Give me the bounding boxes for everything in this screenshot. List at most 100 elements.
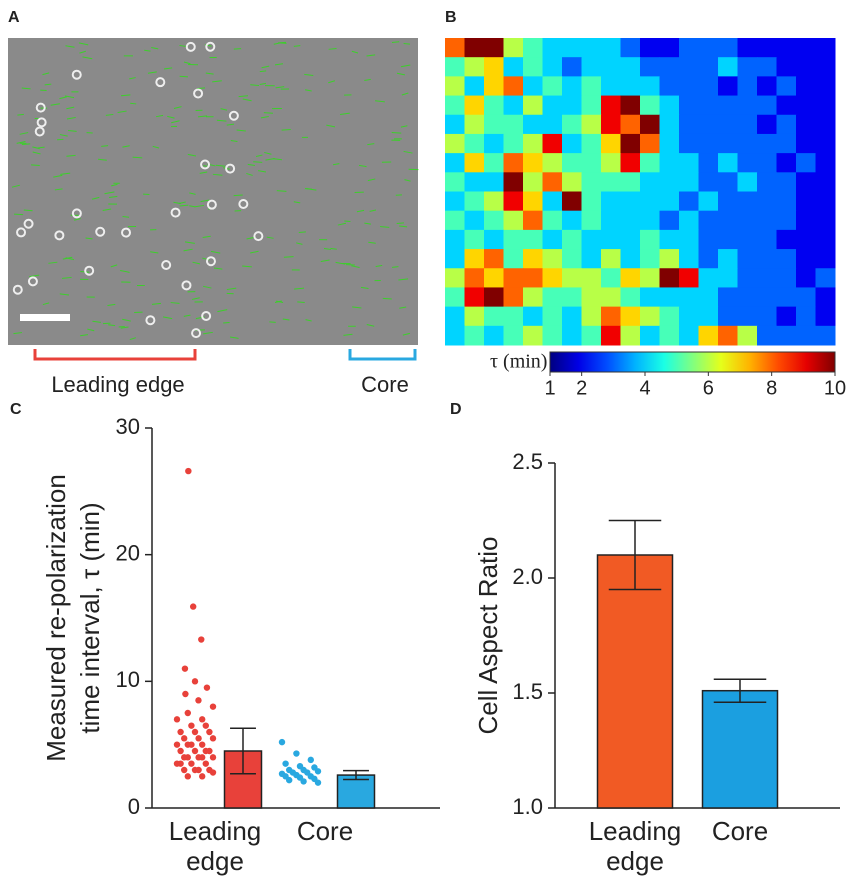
y-axis-label: Measured re-polarization — [41, 474, 71, 762]
flow-arrow — [242, 98, 252, 102]
data-point — [209, 769, 217, 776]
heat-cell — [815, 210, 836, 231]
heat-cell — [464, 95, 485, 116]
flow-arrow — [229, 336, 239, 339]
heat-cell — [698, 325, 719, 346]
x-tick-label: Core — [296, 816, 354, 846]
heat-cell — [640, 306, 660, 327]
heat-cell — [484, 306, 504, 327]
flow-arrow — [16, 140, 26, 144]
flow-arrow — [230, 139, 238, 143]
heat-cell — [581, 38, 602, 58]
flow-arrow — [226, 287, 237, 291]
flow-arrow — [85, 237, 93, 240]
flow-arrow — [109, 195, 118, 199]
heat-cell — [464, 210, 485, 231]
heat-cell — [620, 76, 641, 97]
flow-arrow — [399, 306, 407, 309]
flow-arrow — [108, 324, 116, 327]
data-point — [199, 741, 206, 748]
heat-cell — [718, 325, 738, 346]
colorbar-tick-label: 10 — [824, 377, 846, 399]
flow-arrow — [184, 241, 195, 244]
flow-arrow — [14, 213, 24, 216]
heat-cell — [679, 133, 699, 154]
heat-cell — [776, 325, 797, 346]
heat-cell — [659, 268, 680, 288]
heat-cell — [679, 76, 699, 97]
heat-cell — [581, 306, 602, 327]
heat-cell — [659, 57, 680, 77]
heat-cell — [776, 38, 797, 58]
cell — [200, 159, 211, 170]
flow-arrow — [183, 248, 193, 252]
heat-cell — [484, 325, 504, 346]
data-point — [202, 722, 209, 729]
heat-cell — [659, 191, 680, 212]
flow-arrow — [129, 77, 136, 80]
flow-arrow — [260, 116, 269, 119]
heat-cell — [737, 95, 758, 116]
heat-cell — [562, 76, 582, 97]
heat-cell — [796, 114, 816, 135]
flow-arrow — [261, 65, 270, 69]
flow-arrow — [117, 110, 127, 114]
panel-label: C — [10, 401, 22, 418]
heat-cell — [698, 172, 719, 192]
heat-cell — [698, 95, 719, 116]
flow-arrow — [82, 56, 93, 60]
cell — [253, 231, 264, 242]
flow-arrow — [53, 174, 63, 178]
heat-cell — [601, 114, 621, 135]
x-tick-label: Leading edge — [168, 816, 262, 876]
heat-cell — [815, 287, 836, 308]
flow-arrow — [233, 48, 242, 50]
heat-cell — [698, 153, 719, 173]
heat-cell — [523, 306, 543, 327]
flow-arrow — [281, 129, 291, 131]
heat-cell — [562, 249, 582, 269]
bracket — [33, 349, 197, 361]
heat-cell — [698, 133, 719, 154]
heat-cell — [757, 249, 777, 269]
flow-arrow — [21, 87, 31, 90]
flow-arrow — [202, 235, 211, 239]
heat-cell — [640, 287, 660, 308]
flow-arrow — [66, 154, 76, 157]
flow-arrow — [326, 124, 336, 128]
colorbar-tick-label: 2 — [576, 377, 587, 399]
heat-cell — [757, 229, 777, 250]
heat-cell — [503, 325, 524, 346]
bar — [336, 774, 376, 809]
flow-arrow — [402, 332, 411, 336]
data-point — [181, 766, 188, 774]
flow-arrow — [238, 95, 249, 98]
flow-arrow — [210, 250, 221, 254]
heat-cell — [757, 95, 777, 116]
flow-arrow — [105, 113, 114, 116]
heat-cell — [659, 210, 680, 231]
heat-cell — [562, 325, 582, 346]
heat-cell — [776, 172, 797, 192]
y-axis-label: time interval, τ (min) — [75, 502, 105, 733]
flow-arrow — [305, 319, 312, 322]
heat-cell — [445, 95, 465, 116]
flow-arrow — [274, 63, 284, 66]
heat-cell — [484, 268, 504, 288]
heat-cell — [523, 76, 543, 97]
colorbar-label: τ (min) — [490, 351, 547, 373]
cell — [225, 163, 236, 174]
flow-arrow — [32, 151, 41, 155]
heat-cell — [464, 191, 485, 212]
cell — [36, 117, 47, 128]
flow-arrow — [17, 113, 24, 116]
heat-cell — [679, 172, 699, 192]
heat-cell — [464, 57, 485, 77]
data-point — [293, 750, 300, 757]
error-bar — [608, 519, 662, 591]
flow-arrow — [253, 161, 263, 163]
flow-arrow — [404, 179, 411, 182]
heat-cell — [562, 57, 582, 77]
y-tick-label: 30 — [116, 414, 140, 439]
flow-arrow — [29, 274, 40, 278]
